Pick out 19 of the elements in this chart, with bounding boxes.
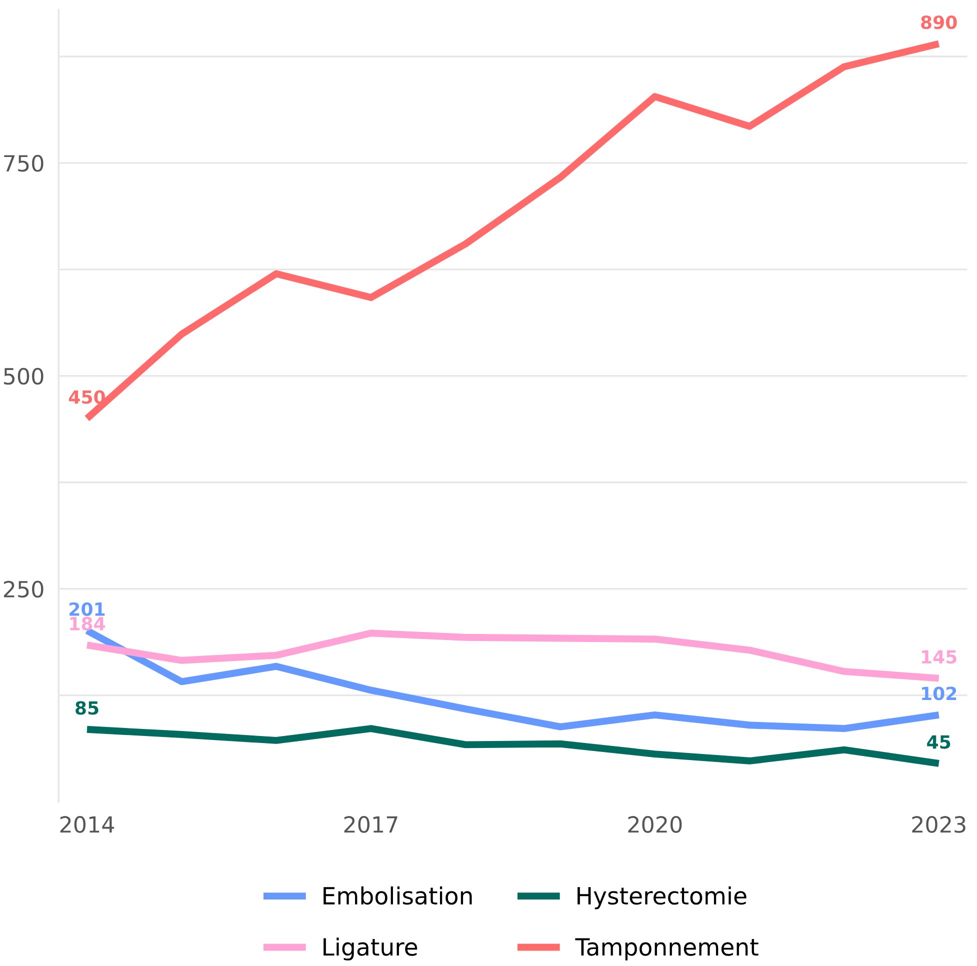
- x-tick-label: 2023: [912, 816, 966, 833]
- data-label: 45: [927, 735, 950, 749]
- legend-label: Hysterectomie: [578, 886, 746, 910]
- data-label: 85: [76, 701, 98, 715]
- legend-label: Embolisation: [324, 886, 472, 905]
- x-tick-label: 2014: [60, 816, 114, 833]
- y-tick-label: 500: [4, 368, 44, 385]
- x-tick-label: 2020: [628, 816, 682, 833]
- data-label: 102: [922, 686, 956, 700]
- data-label: 201: [70, 602, 105, 616]
- data-label: 450: [68, 390, 105, 404]
- legend-label: Tamponnement: [575, 938, 758, 960]
- data-label: 184: [70, 616, 106, 630]
- data-label: 890: [921, 15, 957, 30]
- x-tick-label: 2017: [344, 816, 398, 833]
- data-label: 145: [922, 650, 956, 664]
- legend-label: Ligature: [324, 938, 418, 960]
- y-tick-label: 750: [4, 154, 44, 172]
- y-tick-label: 250: [4, 580, 44, 598]
